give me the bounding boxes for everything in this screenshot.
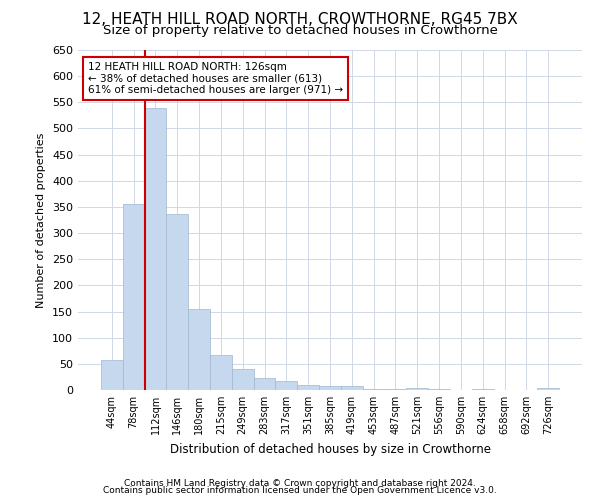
Bar (188, 309, 210, 390)
Bar (123, 204, 145, 390)
Bar (254, 378, 275, 390)
Bar (537, 388, 559, 390)
Text: Size of property relative to detached houses in Crowthorne: Size of property relative to detached ho… (103, 24, 497, 37)
Bar (101, 360, 123, 390)
Text: 12 HEATH HILL ROAD NORTH: 126sqm
← 38% of detached houses are smaller (613)
61% : 12 HEATH HILL ROAD NORTH: 126sqm ← 38% o… (88, 62, 343, 95)
Y-axis label: Number of detached properties: Number of detached properties (37, 132, 46, 308)
X-axis label: Distribution of detached houses by size in Crowthorne: Distribution of detached houses by size … (170, 442, 491, 456)
Text: Contains HM Land Registry data © Crown copyright and database right 2024.: Contains HM Land Registry data © Crown c… (124, 478, 476, 488)
Bar (166, 214, 188, 390)
Text: Contains public sector information licensed under the Open Government Licence v3: Contains public sector information licen… (103, 486, 497, 495)
Bar (406, 388, 428, 390)
Bar (145, 108, 166, 390)
Bar (232, 369, 254, 390)
Text: 12, HEATH HILL ROAD NORTH, CROWTHORNE, RG45 7BX: 12, HEATH HILL ROAD NORTH, CROWTHORNE, R… (82, 12, 518, 28)
Bar (341, 386, 363, 390)
Bar (297, 385, 319, 390)
Bar (275, 381, 297, 390)
Bar (319, 386, 341, 390)
Bar (210, 355, 232, 390)
